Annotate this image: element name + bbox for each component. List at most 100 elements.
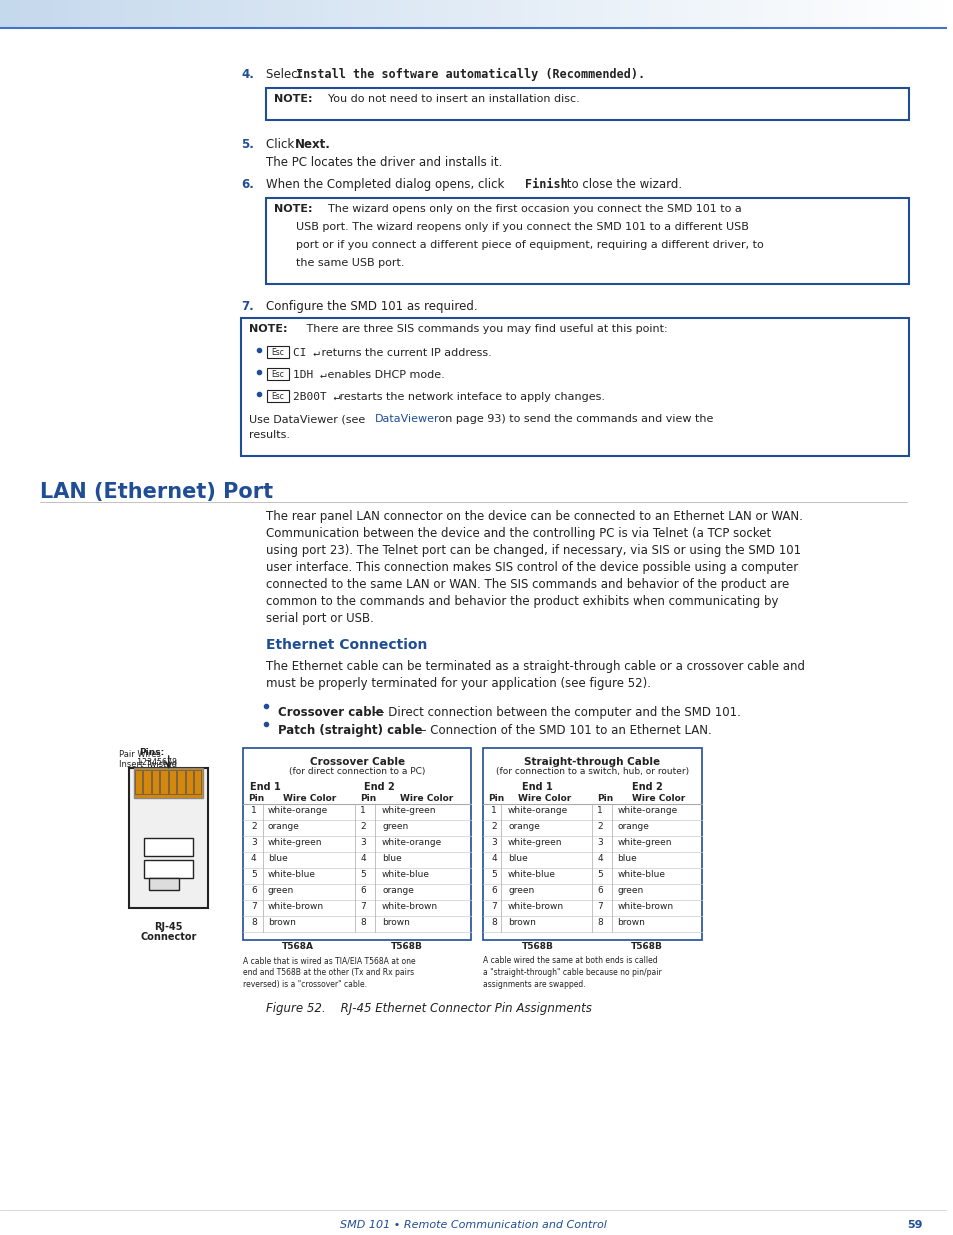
FancyBboxPatch shape bbox=[267, 390, 289, 403]
Text: green: green bbox=[268, 885, 294, 895]
Text: a "straight-through" cable because no pin/pair: a "straight-through" cable because no pi… bbox=[483, 968, 661, 977]
Text: Pin: Pin bbox=[488, 794, 504, 803]
Text: — Connection of the SMD 101 to an Ethernet LAN.: — Connection of the SMD 101 to an Ethern… bbox=[411, 724, 711, 737]
Text: 7: 7 bbox=[597, 902, 602, 911]
Text: Esc: Esc bbox=[271, 370, 284, 379]
Text: 2: 2 bbox=[597, 823, 602, 831]
Text: Wire Color: Wire Color bbox=[399, 794, 453, 803]
Text: white-orange: white-orange bbox=[508, 806, 568, 815]
Bar bbox=[160, 769, 168, 794]
Text: 4: 4 bbox=[491, 853, 497, 863]
Text: brown: brown bbox=[268, 918, 295, 927]
Text: 12345678: 12345678 bbox=[137, 758, 176, 767]
Bar bbox=[483, 748, 700, 940]
Text: Straight-through Cable: Straight-through Cable bbox=[524, 757, 659, 767]
Text: blue: blue bbox=[508, 853, 527, 863]
Text: white-orange: white-orange bbox=[268, 806, 328, 815]
Text: 1: 1 bbox=[251, 806, 256, 815]
Text: white-brown: white-brown bbox=[268, 902, 324, 911]
Text: Crossover cable: Crossover cable bbox=[277, 706, 383, 719]
Text: white-brown: white-brown bbox=[508, 902, 563, 911]
Text: Insert Twisted: Insert Twisted bbox=[119, 760, 177, 769]
Text: Pin: Pin bbox=[597, 794, 613, 803]
Text: Install the software automatically (Recommended).: Install the software automatically (Reco… bbox=[295, 68, 644, 82]
Text: results.: results. bbox=[249, 430, 290, 440]
Text: A cable that is wired as TIA/EIA T568A at one: A cable that is wired as TIA/EIA T568A a… bbox=[243, 956, 416, 965]
Text: white-green: white-green bbox=[617, 839, 671, 847]
Text: blue: blue bbox=[268, 853, 288, 863]
Text: Ethernet Connection: Ethernet Connection bbox=[266, 638, 427, 652]
Bar bbox=[144, 839, 193, 856]
Text: 8: 8 bbox=[360, 918, 366, 927]
Text: brown: brown bbox=[508, 918, 536, 927]
Text: Configure the SMD 101 as required.: Configure the SMD 101 as required. bbox=[266, 300, 477, 312]
Text: white-green: white-green bbox=[508, 839, 562, 847]
Text: 7: 7 bbox=[251, 902, 256, 911]
Bar bbox=[144, 860, 193, 878]
Text: brown: brown bbox=[381, 918, 410, 927]
Bar bbox=[129, 768, 208, 908]
Text: orange: orange bbox=[268, 823, 299, 831]
Bar bbox=[169, 769, 176, 794]
Bar bbox=[186, 769, 193, 794]
Text: 4: 4 bbox=[360, 853, 365, 863]
Text: There are three SIS commands you may find useful at this point:: There are three SIS commands you may fin… bbox=[295, 324, 667, 333]
Text: Pin: Pin bbox=[360, 794, 376, 803]
Text: restarts the network inteface to apply changes.: restarts the network inteface to apply c… bbox=[336, 391, 605, 403]
FancyBboxPatch shape bbox=[267, 346, 289, 358]
Text: orange: orange bbox=[508, 823, 539, 831]
Text: returns the current IP address.: returns the current IP address. bbox=[317, 348, 491, 358]
Text: NOTE:: NOTE: bbox=[249, 324, 287, 333]
Text: The PC locates the driver and installs it.: The PC locates the driver and installs i… bbox=[266, 156, 502, 169]
Text: T568A: T568A bbox=[281, 942, 314, 951]
Text: must be properly terminated for your application (see figure 52).: must be properly terminated for your app… bbox=[266, 677, 650, 690]
Text: Finish: Finish bbox=[524, 178, 567, 191]
Text: port or if you connect a different piece of equipment, requiring a different dri: port or if you connect a different piece… bbox=[295, 240, 762, 249]
Text: 3: 3 bbox=[597, 839, 602, 847]
Text: Esc: Esc bbox=[271, 348, 284, 357]
Text: 5: 5 bbox=[360, 869, 366, 879]
Text: Communication between the device and the controlling PC is via Telnet (a TCP soc: Communication between the device and the… bbox=[266, 527, 770, 540]
Text: reversed) is a "crossover" cable.: reversed) is a "crossover" cable. bbox=[243, 981, 367, 989]
Text: the same USB port.: the same USB port. bbox=[295, 258, 404, 268]
Text: Esc: Esc bbox=[271, 391, 284, 401]
Text: 8: 8 bbox=[597, 918, 602, 927]
Text: on page 93) to send the commands and view the: on page 93) to send the commands and vie… bbox=[435, 414, 712, 424]
FancyBboxPatch shape bbox=[241, 317, 908, 456]
Text: white-blue: white-blue bbox=[381, 869, 430, 879]
Text: End 2: End 2 bbox=[631, 782, 661, 792]
Text: Select: Select bbox=[266, 68, 306, 82]
Text: white-green: white-green bbox=[268, 839, 322, 847]
Text: 5.: 5. bbox=[241, 138, 253, 151]
Text: You do not need to insert an installation disc.: You do not need to insert an installatio… bbox=[320, 94, 578, 104]
Text: 3: 3 bbox=[360, 839, 366, 847]
Text: 3: 3 bbox=[251, 839, 256, 847]
Text: 8: 8 bbox=[251, 918, 256, 927]
Text: CI ↵: CI ↵ bbox=[293, 348, 319, 358]
Text: enables DHCP mode.: enables DHCP mode. bbox=[324, 370, 444, 380]
Text: Use DataViewer (see: Use DataViewer (see bbox=[249, 414, 369, 424]
Text: 6: 6 bbox=[597, 885, 602, 895]
Text: white-blue: white-blue bbox=[508, 869, 556, 879]
Text: common to the commands and behavior the product exhibits when communicating by: common to the commands and behavior the … bbox=[266, 595, 778, 608]
Text: Click: Click bbox=[266, 138, 297, 151]
Text: 5: 5 bbox=[491, 869, 497, 879]
Text: using port 23). The Telnet port can be changed, if necessary, via SIS or using t: using port 23). The Telnet port can be c… bbox=[266, 543, 801, 557]
Text: 7.: 7. bbox=[241, 300, 253, 312]
Text: 4: 4 bbox=[251, 853, 256, 863]
Text: 1: 1 bbox=[360, 806, 366, 815]
Text: white-blue: white-blue bbox=[617, 869, 664, 879]
Text: 2: 2 bbox=[251, 823, 256, 831]
Text: T568B: T568B bbox=[521, 942, 553, 951]
Text: orange: orange bbox=[617, 823, 648, 831]
Bar bbox=[134, 769, 142, 794]
Text: 1DH ↵: 1DH ↵ bbox=[293, 370, 326, 380]
Text: blue: blue bbox=[617, 853, 637, 863]
Text: NOTE:: NOTE: bbox=[274, 94, 312, 104]
Text: T568B: T568B bbox=[630, 942, 662, 951]
Text: 4.: 4. bbox=[241, 68, 253, 82]
Text: 59: 59 bbox=[906, 1220, 922, 1230]
Text: USB port. The wizard reopens only if you connect the SMD 101 to a different USB: USB port. The wizard reopens only if you… bbox=[295, 222, 748, 232]
Bar bbox=[143, 769, 151, 794]
Text: connected to the same LAN or WAN. The SIS commands and behavior of the product a: connected to the same LAN or WAN. The SI… bbox=[266, 578, 788, 592]
